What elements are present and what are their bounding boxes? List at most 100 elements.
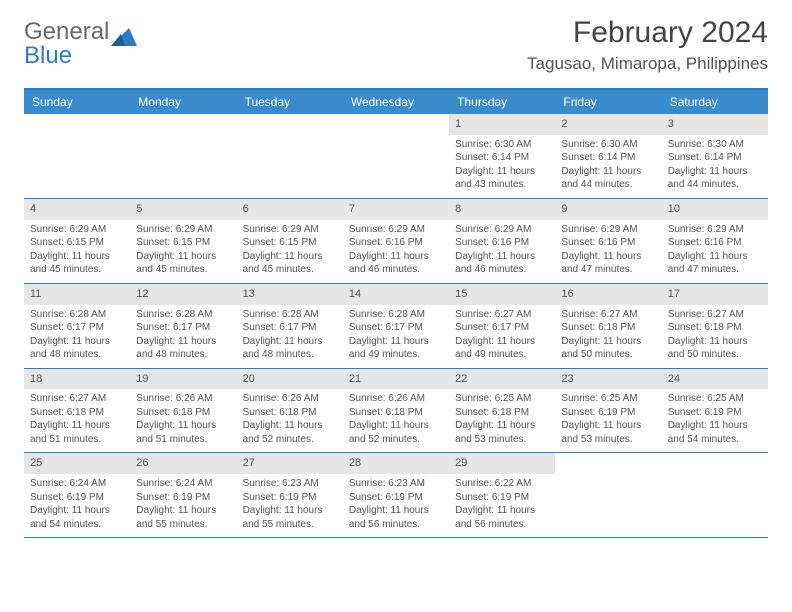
sunset-text: Sunset: 6:19 PM xyxy=(455,491,549,505)
daylight-text: Daylight: 11 hours and 46 minutes. xyxy=(455,250,549,277)
day-number: 25 xyxy=(24,453,130,474)
calendar-cell: 4Sunrise: 6:29 AMSunset: 6:15 PMDaylight… xyxy=(24,199,130,283)
day-number: 22 xyxy=(449,369,555,390)
day-body: Sunrise: 6:23 AMSunset: 6:19 PMDaylight:… xyxy=(343,474,449,537)
calendar-cell: 15Sunrise: 6:27 AMSunset: 6:17 PMDayligh… xyxy=(449,284,555,368)
sunset-text: Sunset: 6:16 PM xyxy=(349,236,443,250)
day-body xyxy=(662,459,768,511)
day-body: Sunrise: 6:25 AMSunset: 6:18 PMDaylight:… xyxy=(449,389,555,452)
sunrise-text: Sunrise: 6:24 AM xyxy=(30,477,124,491)
day-body: Sunrise: 6:27 AMSunset: 6:18 PMDaylight:… xyxy=(24,389,130,452)
day-body: Sunrise: 6:30 AMSunset: 6:14 PMDaylight:… xyxy=(555,135,661,198)
sunrise-text: Sunrise: 6:25 AM xyxy=(561,392,655,406)
day-number: 13 xyxy=(237,284,343,305)
day-body: Sunrise: 6:28 AMSunset: 6:17 PMDaylight:… xyxy=(130,305,236,368)
sunrise-text: Sunrise: 6:29 AM xyxy=(136,223,230,237)
calendar-cell: 3Sunrise: 6:30 AMSunset: 6:14 PMDaylight… xyxy=(662,114,768,198)
calendar-week: 25Sunrise: 6:24 AMSunset: 6:19 PMDayligh… xyxy=(24,453,768,538)
day-body: Sunrise: 6:29 AMSunset: 6:16 PMDaylight:… xyxy=(449,220,555,283)
daylight-text: Daylight: 11 hours and 50 minutes. xyxy=(668,335,762,362)
sunset-text: Sunset: 6:17 PM xyxy=(455,321,549,335)
sunrise-text: Sunrise: 6:27 AM xyxy=(668,308,762,322)
sunset-text: Sunset: 6:19 PM xyxy=(30,491,124,505)
daylight-text: Daylight: 11 hours and 52 minutes. xyxy=(349,419,443,446)
sunset-text: Sunset: 6:19 PM xyxy=(349,491,443,505)
daylight-text: Daylight: 11 hours and 48 minutes. xyxy=(30,335,124,362)
daylight-text: Daylight: 11 hours and 53 minutes. xyxy=(561,419,655,446)
month-title: February 2024 xyxy=(527,16,768,50)
logo-triangle-icon xyxy=(111,25,137,45)
header: General February 2024 Tagusao, Mimaropa,… xyxy=(24,18,768,74)
calendar-cell: 11Sunrise: 6:28 AMSunset: 6:17 PMDayligh… xyxy=(24,284,130,368)
day-number: 26 xyxy=(130,453,236,474)
sunrise-text: Sunrise: 6:29 AM xyxy=(455,223,549,237)
day-number: 4 xyxy=(24,199,130,220)
sunset-text: Sunset: 6:18 PM xyxy=(30,406,124,420)
day-body xyxy=(24,120,130,172)
calendar-cell: 12Sunrise: 6:28 AMSunset: 6:17 PMDayligh… xyxy=(130,284,236,368)
logo-text-blue-wrap: Blue xyxy=(24,42,72,70)
calendar-cell: 1Sunrise: 6:30 AMSunset: 6:14 PMDaylight… xyxy=(449,114,555,198)
day-number: 5 xyxy=(130,199,236,220)
sunset-text: Sunset: 6:19 PM xyxy=(561,406,655,420)
day-body: Sunrise: 6:30 AMSunset: 6:14 PMDaylight:… xyxy=(662,135,768,198)
sunset-text: Sunset: 6:18 PM xyxy=(243,406,337,420)
day-number: 15 xyxy=(449,284,555,305)
location-subtitle: Tagusao, Mimaropa, Philippines xyxy=(527,54,768,74)
daylight-text: Daylight: 11 hours and 56 minutes. xyxy=(455,504,549,531)
calendar-cell: 25Sunrise: 6:24 AMSunset: 6:19 PMDayligh… xyxy=(24,453,130,537)
day-body: Sunrise: 6:29 AMSunset: 6:15 PMDaylight:… xyxy=(24,220,130,283)
daylight-text: Daylight: 11 hours and 53 minutes. xyxy=(455,419,549,446)
day-number: 3 xyxy=(662,114,768,135)
calendar-cell: 5Sunrise: 6:29 AMSunset: 6:15 PMDaylight… xyxy=(130,199,236,283)
day-number: 28 xyxy=(343,453,449,474)
day-number: 9 xyxy=(555,199,661,220)
day-number: 16 xyxy=(555,284,661,305)
day-header: Thursday xyxy=(449,90,555,114)
day-body: Sunrise: 6:27 AMSunset: 6:17 PMDaylight:… xyxy=(449,305,555,368)
calendar-cell: 9Sunrise: 6:29 AMSunset: 6:16 PMDaylight… xyxy=(555,199,661,283)
sunrise-text: Sunrise: 6:29 AM xyxy=(243,223,337,237)
daylight-text: Daylight: 11 hours and 48 minutes. xyxy=(136,335,230,362)
sunset-text: Sunset: 6:15 PM xyxy=(30,236,124,250)
day-body: Sunrise: 6:27 AMSunset: 6:18 PMDaylight:… xyxy=(662,305,768,368)
sunrise-text: Sunrise: 6:29 AM xyxy=(668,223,762,237)
day-body: Sunrise: 6:29 AMSunset: 6:16 PMDaylight:… xyxy=(343,220,449,283)
day-header: Sunday xyxy=(24,90,130,114)
calendar-cell: 18Sunrise: 6:27 AMSunset: 6:18 PMDayligh… xyxy=(24,369,130,453)
calendar-week: 11Sunrise: 6:28 AMSunset: 6:17 PMDayligh… xyxy=(24,284,768,369)
title-block: February 2024 Tagusao, Mimaropa, Philipp… xyxy=(527,16,768,74)
day-body: Sunrise: 6:25 AMSunset: 6:19 PMDaylight:… xyxy=(555,389,661,452)
sunset-text: Sunset: 6:18 PM xyxy=(349,406,443,420)
day-number: 7 xyxy=(343,199,449,220)
calendar-cell xyxy=(343,114,449,198)
sunset-text: Sunset: 6:17 PM xyxy=(349,321,443,335)
sunrise-text: Sunrise: 6:26 AM xyxy=(136,392,230,406)
day-body: Sunrise: 6:28 AMSunset: 6:17 PMDaylight:… xyxy=(343,305,449,368)
calendar-week: 18Sunrise: 6:27 AMSunset: 6:18 PMDayligh… xyxy=(24,369,768,454)
calendar-cell: 10Sunrise: 6:29 AMSunset: 6:16 PMDayligh… xyxy=(662,199,768,283)
day-number: 20 xyxy=(237,369,343,390)
sunrise-text: Sunrise: 6:29 AM xyxy=(561,223,655,237)
day-body: Sunrise: 6:26 AMSunset: 6:18 PMDaylight:… xyxy=(237,389,343,452)
day-header-row: Sunday Monday Tuesday Wednesday Thursday… xyxy=(24,90,768,114)
calendar-cell: 24Sunrise: 6:25 AMSunset: 6:19 PMDayligh… xyxy=(662,369,768,453)
day-header: Wednesday xyxy=(343,90,449,114)
day-body: Sunrise: 6:29 AMSunset: 6:15 PMDaylight:… xyxy=(237,220,343,283)
day-body: Sunrise: 6:28 AMSunset: 6:17 PMDaylight:… xyxy=(24,305,130,368)
day-number: 14 xyxy=(343,284,449,305)
sunset-text: Sunset: 6:15 PM xyxy=(136,236,230,250)
day-number: 27 xyxy=(237,453,343,474)
day-number: 24 xyxy=(662,369,768,390)
sunset-text: Sunset: 6:16 PM xyxy=(561,236,655,250)
day-number: 21 xyxy=(343,369,449,390)
sunset-text: Sunset: 6:16 PM xyxy=(455,236,549,250)
sunset-text: Sunset: 6:18 PM xyxy=(136,406,230,420)
day-number: 11 xyxy=(24,284,130,305)
day-body: Sunrise: 6:29 AMSunset: 6:15 PMDaylight:… xyxy=(130,220,236,283)
sunrise-text: Sunrise: 6:30 AM xyxy=(561,138,655,152)
day-number: 23 xyxy=(555,369,661,390)
logo-text-blue: Blue xyxy=(24,42,72,69)
daylight-text: Daylight: 11 hours and 51 minutes. xyxy=(30,419,124,446)
sunset-text: Sunset: 6:18 PM xyxy=(561,321,655,335)
